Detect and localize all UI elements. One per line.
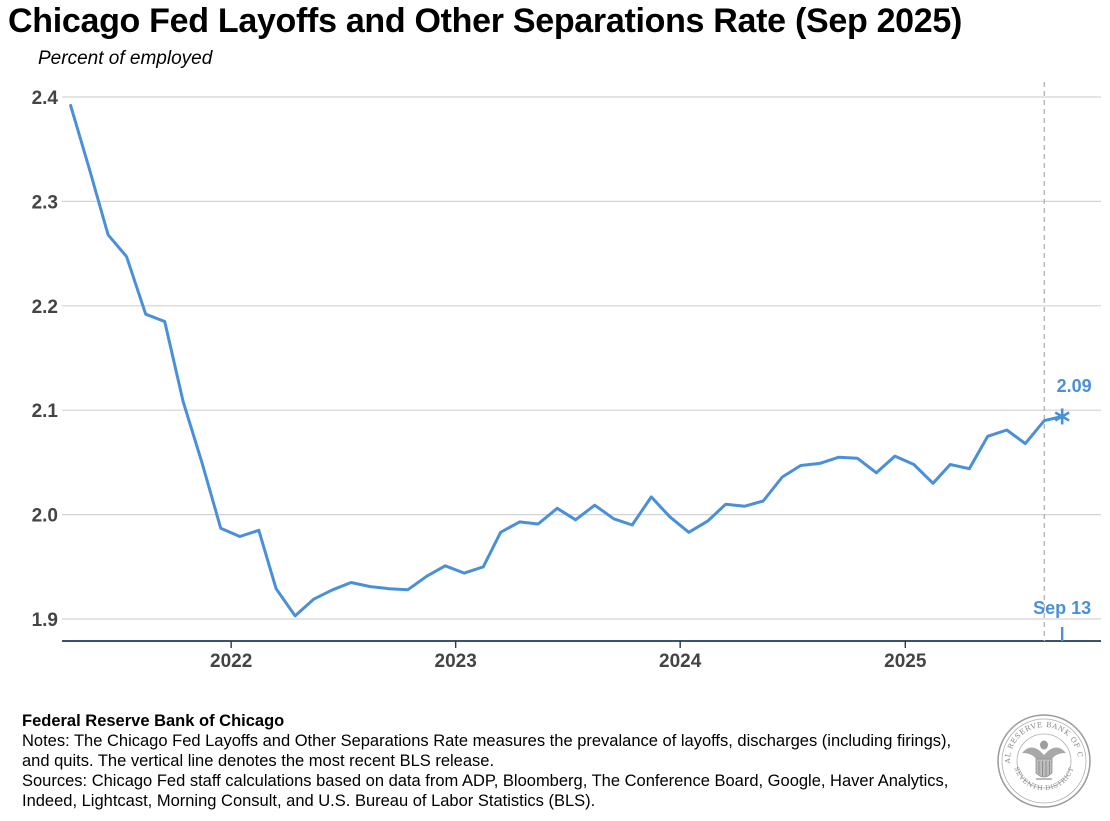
footer-org: Federal Reserve Bank of Chicago [22, 712, 285, 730]
footer-sources: Sources: Chicago Fed staff calculations … [22, 772, 949, 810]
footer-notes: Notes: The Chicago Fed Layoffs and Other… [22, 732, 952, 770]
line-chart: 2.4 2.3 2.2 2.1 2.0 1.9 2022 2023 2024 2025 2.09… [32, 82, 1101, 672]
annotations: 2.09 Sep 13 [1033, 376, 1092, 641]
series-line [69, 103, 1064, 618]
marker-stroke [1054, 411, 1070, 422]
x-tick-label: 2025 [884, 651, 927, 672]
gridlines [62, 96, 1101, 620]
chart-footer: Federal Reserve Bank of Chicago Notes: T… [22, 711, 982, 811]
x-tick-label: 2022 [210, 651, 252, 672]
y-tick-label: 2.2 [32, 297, 58, 318]
latest-value-label: 2.09 [1057, 376, 1092, 396]
date-marker-label: Sep 13 [1033, 598, 1091, 618]
x-tick-label: 2024 [659, 651, 702, 672]
federal-reserve-seal-icon: FEDERAL RESERVE BANK OF CHICAGO SEVENTH … [996, 713, 1091, 808]
y-tick-label: 2.4 [32, 88, 59, 109]
x-tick-label: 2023 [435, 651, 477, 672]
y-tick-label: 2.3 [32, 192, 58, 213]
chart-title: Chicago Fed Layoffs and Other Separation… [8, 2, 963, 40]
x-axis-ticks: 2022 2023 2024 2025 [62, 640, 1101, 672]
y-axis-ticks: 2.4 2.3 2.2 2.1 2.0 1.9 [32, 88, 59, 631]
chart-subtitle: Percent of employed [38, 48, 213, 69]
y-tick-label: 1.9 [32, 610, 58, 631]
series-layer [69, 103, 1064, 618]
y-tick-label: 2.1 [32, 401, 59, 422]
y-tick-label: 2.0 [32, 506, 58, 527]
latest-point-marker [1054, 408, 1070, 425]
